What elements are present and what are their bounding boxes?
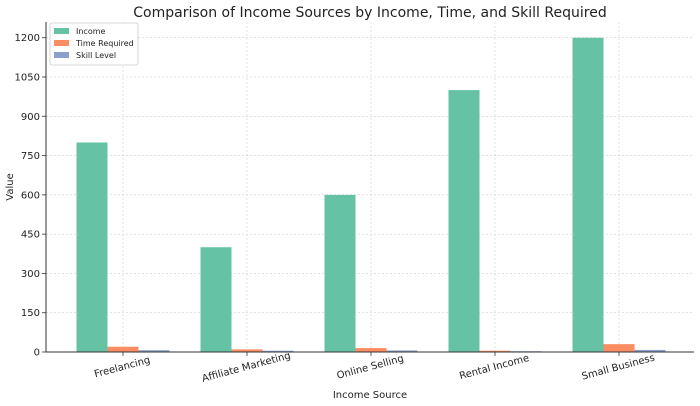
bar-time-required [603, 344, 635, 352]
grid [46, 22, 694, 352]
y-tick-label: 1050 [15, 73, 40, 84]
x-tick-label: Rental Income [458, 353, 530, 382]
y-tick-label: 150 [21, 308, 40, 319]
bar-income [76, 142, 108, 352]
y-ticks: 0 150 300 450 600 750 900 1050 1200 [15, 33, 46, 359]
y-tick-label: 450 [21, 230, 40, 241]
legend-box [49, 22, 139, 66]
y-tick-label: 600 [21, 190, 40, 201]
y-tick-label: 300 [21, 269, 40, 280]
bar-skill-level [386, 350, 418, 352]
x-tick-label: Small Business [581, 353, 656, 383]
legend-label: Income [76, 27, 106, 36]
y-tick-label: 0 [34, 348, 40, 359]
bar-time-required [355, 348, 387, 352]
chart-title: Comparison of Income Sources by Income, … [133, 5, 606, 21]
bar-skill-level [138, 350, 170, 352]
y-axis-title: Value [5, 173, 16, 200]
x-axis-title: Income Source [333, 390, 407, 401]
bar-income [200, 247, 232, 352]
x-tick-label: Freelancing [93, 355, 151, 380]
bar-income [448, 90, 480, 352]
legend-label: Skill Level [76, 51, 116, 60]
bar-time-required [231, 349, 263, 352]
x-tick-label: Affiliate Marketing [201, 350, 292, 384]
bar-skill-level [634, 349, 666, 352]
legend: Income Time Required Skill Level [49, 22, 139, 66]
legend-swatch [54, 28, 69, 34]
y-tick-label: 1200 [15, 33, 40, 44]
bar-time-required [107, 346, 139, 352]
legend-label: Time Required [75, 39, 134, 48]
y-tick-label: 750 [21, 151, 40, 162]
bars [76, 37, 666, 352]
y-tick-label: 900 [21, 112, 40, 123]
x-tick-label: Online Selling [336, 353, 405, 381]
bar-income [324, 194, 356, 352]
bar-skill-level [262, 350, 294, 352]
legend-swatch [54, 52, 69, 58]
bar-time-required [479, 350, 511, 352]
bar-income [572, 37, 604, 352]
x-ticks: Freelancing Affiliate Marketing Online Sel… [93, 350, 656, 384]
legend-swatch [54, 40, 69, 46]
